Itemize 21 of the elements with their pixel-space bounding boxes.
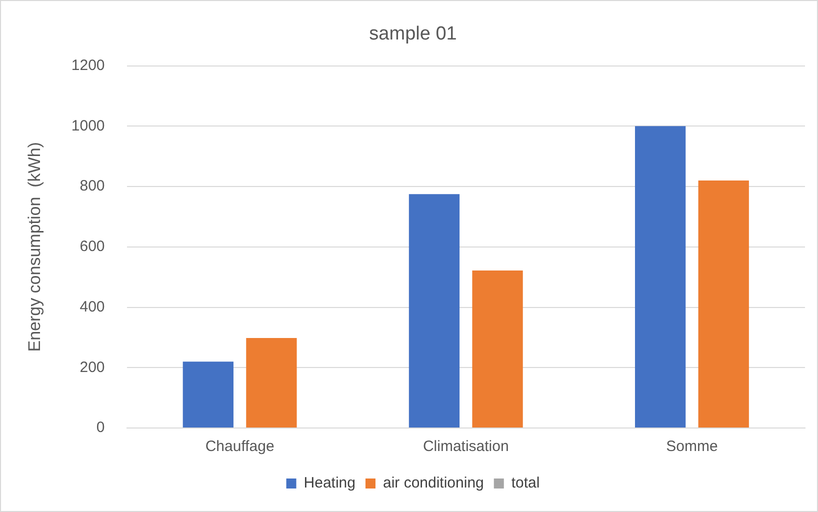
x-tick-label: Somme: [666, 438, 718, 456]
bar: [472, 270, 523, 428]
bar: [698, 180, 749, 428]
legend-label: total: [511, 474, 540, 492]
bar: [634, 126, 686, 428]
y-tick-label: 1200: [71, 56, 105, 74]
legend-label: Heating: [304, 474, 356, 492]
y-tick-label: 400: [80, 298, 105, 316]
legend-label: air conditioning: [382, 474, 484, 492]
x-tick-label: Climatisation: [422, 438, 509, 456]
chart-title: sample 01: [369, 24, 457, 45]
y-tick-label: 600: [80, 238, 105, 256]
y-tick-label: 0: [96, 419, 105, 436]
y-tick-label: 200: [80, 358, 105, 376]
bar: [408, 194, 460, 428]
bar: [182, 362, 234, 428]
y-tick-label: 1000: [71, 117, 105, 134]
y-tick-label: 800: [80, 178, 105, 195]
bar: [246, 338, 297, 428]
y-axis-title: Energy consumption (kWh): [24, 142, 44, 352]
x-tick-label: Chauffage: [205, 438, 274, 456]
